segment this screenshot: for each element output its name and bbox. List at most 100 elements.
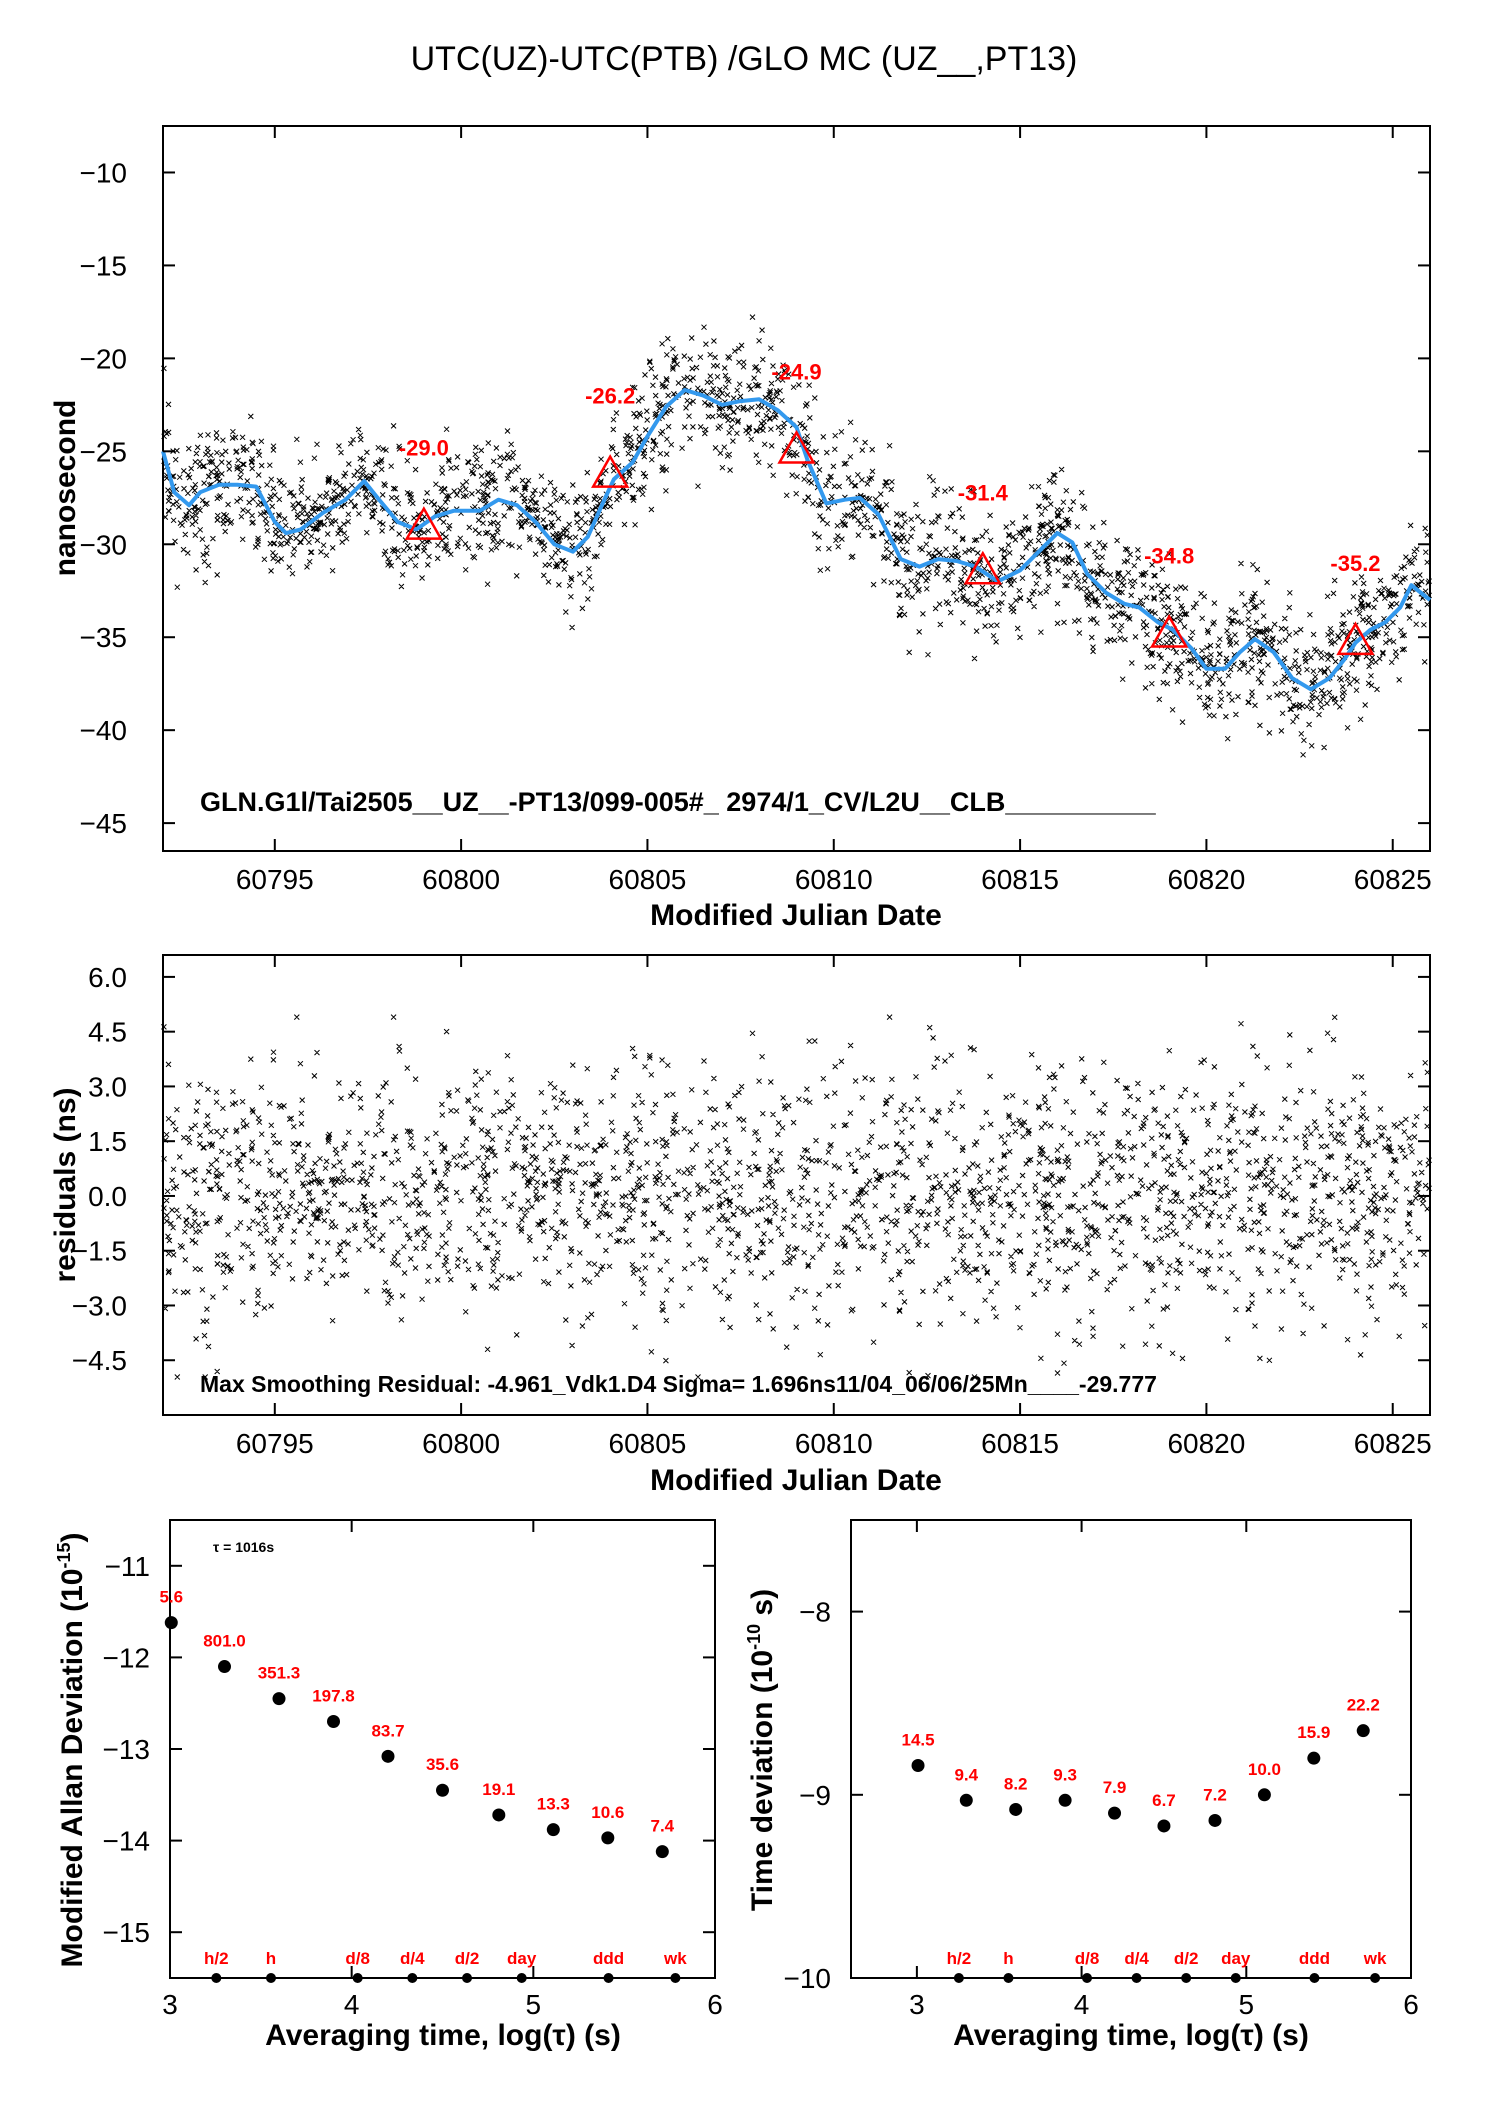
- residuals-y-ticks: 6.0 4.5 3.0 1.5 0.0 −1.5 −3.0 −4.5: [72, 962, 1430, 1376]
- residuals-ytick-label-0: 6.0: [88, 962, 127, 993]
- reference-label-5: -34.8: [1144, 544, 1194, 569]
- mdev-interval-dot-1: [266, 1973, 277, 1983]
- tdev-point-label-5: 6.7: [1152, 1791, 1176, 1810]
- main-ytick-label-6: −40: [80, 715, 128, 746]
- main-ytick-label-2: −20: [80, 343, 128, 374]
- residuals-x-ticks: 60795 60800 60805 60810 60815 60820 60825: [236, 955, 1432, 1459]
- tdev-point-label-9: 22.2: [1347, 1696, 1380, 1715]
- mdev-interval-label-1: h: [266, 1949, 276, 1968]
- tdev-interval-label-2: d/8: [1075, 1949, 1100, 1968]
- mdev-ylabel-end: ): [56, 1533, 89, 1543]
- reference-triangle-2: [591, 454, 630, 488]
- mdev-ytick-label-3: −14: [103, 1826, 151, 1857]
- residuals-xtick-label-3: 60810: [795, 1428, 873, 1459]
- mdev-point-label-8: 10.6: [591, 1803, 624, 1822]
- tdev-point-5: [1157, 1819, 1171, 1833]
- mdev-point-1: [218, 1660, 231, 1674]
- tdev-point-9: [1356, 1724, 1370, 1738]
- main-xtick-label-5: 60820: [1167, 864, 1245, 895]
- tdev-interval-dot-1: [1003, 1973, 1014, 1983]
- reference-label-1: -29.0: [399, 436, 449, 461]
- main-xtick-label-2: 60805: [609, 864, 687, 895]
- mdev-ticks: 3 4 5 6 −11 −12 −13 −14 −15: [103, 1520, 723, 2020]
- mdev-point-label-6: 19.1: [482, 1780, 515, 1799]
- tdev-xtick-label-1: 4: [1074, 1989, 1090, 2020]
- tdev-point-0: [911, 1758, 925, 1772]
- tdev-interval-markers: h/2 h d/8 d/4 d/2 day ddd wk: [947, 1949, 1387, 1983]
- main-y-ticks: −10 −15 −20 −25 −30 −35 −40 −45: [80, 157, 1430, 839]
- reference-triangle-3: [777, 429, 816, 464]
- tdev-point-label-1: 9.4: [954, 1765, 978, 1784]
- mdev-point-5: [436, 1783, 449, 1797]
- mdev-interval-label-6: ddd: [593, 1949, 624, 1968]
- mdev-point-label-7: 13.3: [537, 1795, 570, 1814]
- tdev-point-6: [1208, 1813, 1222, 1827]
- tdev-ylabel-end: s): [746, 1589, 779, 1624]
- tdev-ylabel-main: Time deviation (10: [746, 1650, 779, 1911]
- mdev-point-0: [164, 1616, 178, 1630]
- residuals-xtick-label-4: 60815: [981, 1428, 1059, 1459]
- tdev-ticks: 3 4 5 6 −8 −9 −10: [784, 1520, 1419, 2020]
- main-xtick-label-3: 60810: [795, 864, 873, 895]
- main-timeseries-panel: -29.0 -26.2 -24.9 -31.4 -34.8 -35.2 60795 6080…: [49, 125, 1432, 932]
- mdev-interval-dot-3: [407, 1973, 418, 1983]
- tdev-interval-label-1: h: [1003, 1949, 1013, 1968]
- mdev-xtick-label-3: 6: [707, 1989, 723, 2020]
- mdev-interval-label-7: wk: [663, 1949, 687, 1968]
- tdev-ylabel-sup: -10: [744, 1624, 764, 1650]
- residuals-ytick-label-2: 3.0: [88, 1071, 127, 1102]
- mdev-interval-dot-5: [516, 1973, 527, 1983]
- main-ytick-label-4: −30: [80, 529, 128, 560]
- tdev-interval-label-0: h/2: [947, 1949, 972, 1968]
- main-x-ticks: 60795 60800 60805 60810 60815 60820 60825: [236, 126, 1432, 895]
- main-ytick-label-1: −15: [80, 250, 128, 281]
- tdev-xtick-label-0: 3: [909, 1989, 925, 2020]
- tdev-interval-label-3: d/4: [1124, 1949, 1149, 1968]
- mdev-ytick-label-4: −15: [103, 1917, 151, 1948]
- tdev-interval-dot-0: [953, 1973, 964, 1983]
- mdev-tau-note: τ = 1016s: [213, 1539, 274, 1555]
- residuals-y-axis-label: residuals (ns): [49, 1087, 82, 1282]
- mdev-x-axis-label: Averaging time, log(τ) (s): [265, 2019, 621, 2052]
- mdev-interval-label-4: d/2: [455, 1949, 480, 1968]
- main-ytick-label-7: −45: [80, 808, 128, 839]
- tdev-interval-dot-3: [1131, 1973, 1142, 1983]
- main-xtick-label-4: 60815: [981, 864, 1059, 895]
- figure-title: UTC(UZ)-UTC(PTB) /GLO MC (UZ__,PT13): [411, 40, 1078, 78]
- residuals-ytick-label-4: 0.0: [88, 1181, 127, 1212]
- residuals-ytick-label-3: 1.5: [88, 1126, 127, 1157]
- mdev-point-label-5: 35.6: [426, 1755, 459, 1774]
- main-reference-points: -29.0 -26.2 -24.9 -31.4 -34.8 -35.2: [399, 359, 1381, 656]
- tdev-interval-label-5: day: [1221, 1949, 1251, 1968]
- mdev-interval-label-0: h/2: [204, 1949, 229, 1968]
- tdev-interval-dot-6: [1309, 1973, 1320, 1983]
- residual-point-marks: [161, 1014, 1432, 1380]
- tdev-interval-dot-7: [1370, 1973, 1381, 1983]
- tdev-point-label-3: 9.3: [1053, 1765, 1077, 1784]
- mdev-point-label-4: 83.7: [371, 1721, 404, 1740]
- reference-triangle-5: [1150, 613, 1189, 648]
- reference-triangle-4: [963, 550, 1002, 585]
- reference-label-2: -26.2: [585, 384, 635, 409]
- time-deviation-panel: 3 4 5 6 −8 −9 −10 h/2 h d/8 d/4 d/2 day ddd wk 14.5 9.…: [744, 1519, 1419, 2052]
- tdev-plot-frame: [850, 1519, 1412, 1979]
- residuals-xtick-label-6: 60825: [1354, 1428, 1432, 1459]
- mdev-interval-dot-0: [211, 1973, 222, 1983]
- residuals-plot-frame: [162, 954, 1431, 1416]
- mdev-point-2: [272, 1692, 286, 1706]
- tdev-interval-dot-5: [1230, 1973, 1241, 1983]
- mdev-ytick-label-0: −11: [105, 1551, 150, 1582]
- mdev-points: 5.6 801.0 351.3 197.8 83.7 35.6 19.1 13.3 10.6 7.…: [159, 1588, 675, 1859]
- mdev-point-label-9: 7.4: [650, 1817, 674, 1836]
- tdev-point-8: [1307, 1751, 1321, 1765]
- mdev-point-9: [655, 1845, 669, 1859]
- tdev-point-4: [1108, 1806, 1122, 1820]
- tdev-point-label-0: 14.5: [901, 1730, 934, 1749]
- mdev-interval-label-2: d/8: [345, 1949, 370, 1968]
- reference-triangle-1: [404, 506, 443, 540]
- reference-triangle-6: [1336, 621, 1375, 656]
- mdev-point-6: [492, 1808, 506, 1822]
- reference-label-6: -35.2: [1330, 551, 1380, 576]
